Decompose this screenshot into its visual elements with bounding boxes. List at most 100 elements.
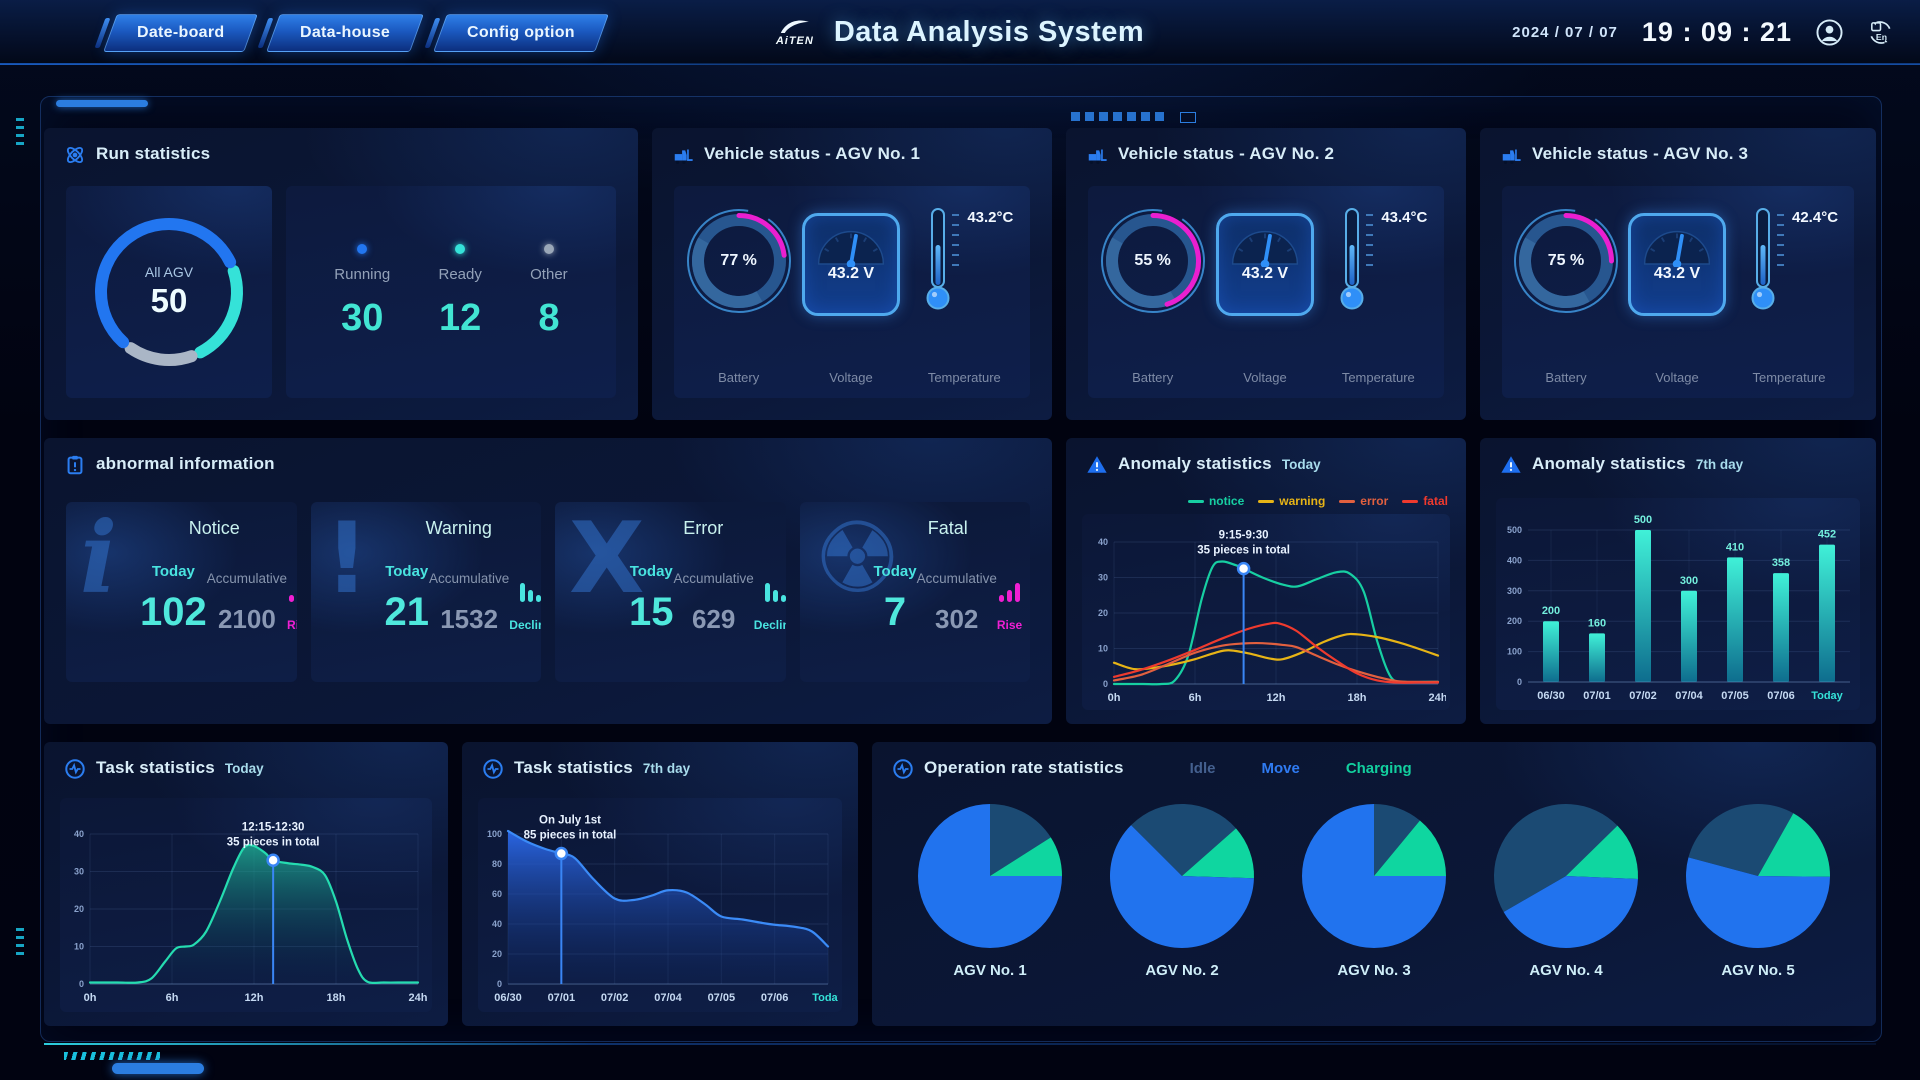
panel-title: Operation rate statistics [924,758,1124,777]
pie-chart-agv-1[interactable] [906,804,1074,952]
run-statistics-icon [66,146,84,164]
svg-text:40: 40 [492,919,502,929]
svg-text:07/01: 07/01 [548,992,576,1004]
abnormal-info-icon [67,455,83,475]
svg-text:07/02: 07/02 [1629,690,1657,702]
task-7day-area-chart[interactable]: 0 20 40 60 80 100 06/30 07/01 07/02 07/04 07/05 07/… [482,804,838,1010]
svg-text:6h: 6h [1189,692,1202,704]
legend-notice[interactable]: notice [1187,494,1244,508]
svg-text:0: 0 [79,979,84,989]
tab-date-board[interactable]: Date-board [103,14,259,52]
panel-header: Vehicle status - AGV No. 1 [652,128,1052,174]
svg-text:30: 30 [1098,573,1108,583]
pulse-circle-icon [65,759,85,779]
panel-header: Task statistics Today [44,742,448,788]
chart-card: 0 20 40 60 80 100 06/30 07/01 07/02 07/04 07/05 07/… [478,798,842,1012]
deco-bottom-pill [112,1063,204,1074]
warning-triangle-icon [1501,456,1521,473]
pie-label: AGV No. 4 [1529,962,1603,979]
svg-text:10: 10 [1098,644,1108,654]
legend-idle[interactable]: Idle [1189,760,1216,777]
svg-text:40: 40 [1098,537,1108,547]
logo: AiTEN [776,18,814,47]
task-today-area-chart[interactable]: 0 10 20 30 40 0h 6h 12h 18h 24h 12:15-12:30 35 piec… [64,804,428,1010]
pie-chart-agv-3[interactable] [1290,804,1458,952]
battery-ring-chart[interactable] [1095,203,1211,319]
all-agv-value: 50 [150,282,188,319]
header-time: 19 : 09 : 21 [1641,16,1792,47]
battery-ring-chart[interactable] [681,203,797,319]
header-date: 2024 / 07 / 07 [1512,23,1618,41]
anomaly-7day-bar-chart[interactable]: 0 100 200 300 400 500 200 06/30 160 07/01 500 07/02… [1500,504,1856,708]
svg-text:452: 452 [1818,529,1836,541]
run-statistics-panel: Run statistics All AGV 50 Running 30 Rea… [44,128,638,420]
svg-text:60: 60 [492,889,502,899]
accumulative-label: Accumulative [916,571,997,586]
battery-percent: 77 % [720,252,757,269]
deco-left-dashes [16,928,24,955]
card-label: Fatal [927,518,968,538]
svg-text:24h: 24h [1429,692,1446,704]
all-agv-donut-card: All AGV 50 [66,186,272,398]
panel-title: Anomaly statistics [1532,454,1686,473]
trend-word: Decline [753,618,786,632]
svg-text:20: 20 [1098,608,1108,618]
svg-text:On July 1st: On July 1st [539,815,601,827]
language-toggle-icon[interactable]: En [1867,19,1894,46]
today-label: Today [385,563,429,580]
today-label: Today [873,563,917,580]
legend-error[interactable]: error [1339,494,1388,508]
pie-chart-agv-2[interactable] [1098,804,1266,952]
thermometer-icon [1751,208,1784,310]
battery-label: Battery [1132,370,1174,385]
vehicle-gauges-card: 77 % Battery 43.2 V Voltage 43.2°C Tempe… [674,186,1030,398]
accumulative-label: Accumulative [206,571,288,586]
svg-text:40: 40 [74,829,84,839]
anomaly-statistics-today-panel: Anomaly statistics Today notice warning er… [1066,438,1466,724]
today-value: 102 [140,590,207,634]
logo-swoosh-icon [780,19,809,33]
user-avatar-icon[interactable] [1816,18,1843,46]
svg-text:35 pieces in total: 35 pieces in total [227,836,320,848]
language-label-slot: En [1876,32,1887,42]
vehicle-status-panel-1: Vehicle status - AGV No. 1 77 % Battery … [652,128,1052,420]
warning-icon: ! [324,502,370,616]
legend-line-swatch [1258,499,1275,503]
running-dot [357,244,368,254]
pie-chart-agv-4[interactable] [1482,804,1650,952]
deco-bottom-line [44,1043,1876,1045]
trend-bars-icon [764,580,786,602]
tab-label: Data-house [300,24,391,41]
today-label: Today [151,563,195,580]
pie-label: AGV No. 1 [953,962,1027,979]
svg-text:20: 20 [74,904,84,914]
logo-text: AiTEN [775,34,814,47]
tab-config-option[interactable]: Config option [432,14,609,52]
vehicle-status-panel-2: Vehicle status - AGV No. 2 55 % Battery … [1066,128,1466,420]
legend-move[interactable]: Move [1261,760,1300,777]
vehicle-gauges-card: 55 % Battery 43.2 V Voltage 43.4°C Tempe… [1088,186,1444,398]
legend-fatal[interactable]: fatal [1402,494,1448,508]
svg-text:500: 500 [1634,514,1652,526]
legend-warning[interactable]: warning [1258,494,1325,508]
svg-text:160: 160 [1588,617,1606,629]
agv-ring-chart[interactable] [83,206,255,378]
svg-text:35 pieces in total: 35 pieces in total [1197,545,1290,557]
svg-text:06/30: 06/30 [494,992,522,1004]
pie-charts-row: AGV No. 1 AGV No. 2 AGV No. 3 AGV No. 4 … [900,804,1848,979]
tab-data-house[interactable]: Data-house [266,14,425,52]
header: Date-board Data-house Config option AiTE… [0,0,1920,65]
pie-chart-agv-5[interactable] [1674,804,1842,952]
legend-charging[interactable]: Charging [1345,760,1412,777]
battery-ring-chart[interactable] [1508,203,1624,319]
battery-percent: 55 % [1134,252,1171,269]
pie-agv-4: AGV No. 4 [1476,804,1656,979]
svg-text:0h: 0h [84,992,97,1004]
anomaly-today-line-chart[interactable]: 0 10 20 30 40 0h 6h 12h 18h 24h 9:15-9:30 35 pieces… [1086,520,1446,708]
vehicle-gauges-card: 75 % Battery 43.2 V Voltage 42.4°C Tempe… [1502,186,1854,398]
legend-line-swatch [1339,499,1356,503]
panel-title: Run statistics [96,144,211,163]
panel-header: abnormal information [44,438,1052,484]
svg-text:Today: Today [812,992,838,1004]
voltage-gauge: 43.2 V Voltage [1628,199,1726,385]
